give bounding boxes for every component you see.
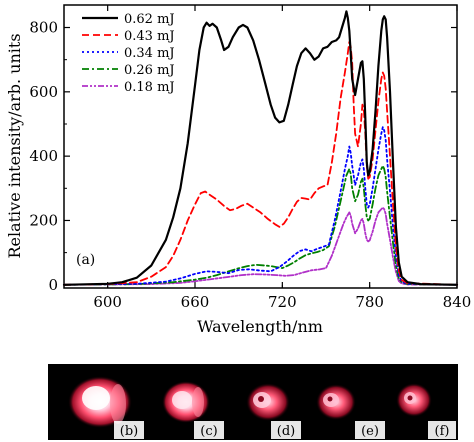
x-tick-labels: 600 660 720 780 840 xyxy=(93,293,471,311)
inset-label-box-b xyxy=(114,421,144,439)
legend-label: 0.18 mJ xyxy=(124,80,175,95)
inset-label-box-f xyxy=(428,421,456,439)
y-tick-label: 800 xyxy=(29,19,58,37)
y-tick-label: 400 xyxy=(29,147,58,165)
panel-label-a: (a) xyxy=(76,252,95,268)
series-line xyxy=(62,10,459,286)
x-tick-label: 780 xyxy=(355,293,384,311)
y-tick-label: 600 xyxy=(29,83,58,101)
x-axis-title: Wavelength/nm xyxy=(197,317,323,336)
inset-label-box-d xyxy=(271,421,301,439)
beam-spot-d xyxy=(246,383,290,421)
y-tick-label: 200 xyxy=(29,211,58,229)
inset-label-box-c xyxy=(194,421,224,439)
x-tick-label: 720 xyxy=(268,293,297,311)
legend-label: 0.62 mJ xyxy=(124,12,175,27)
plot-frame xyxy=(63,4,458,289)
inset-label-b: (b) xyxy=(120,424,138,439)
inset-label-e: (e) xyxy=(361,424,379,439)
series-layer xyxy=(62,10,459,286)
x-tick-label: 600 xyxy=(93,293,122,311)
x-tick-label: 660 xyxy=(181,293,210,311)
beam-profile-strip: (b) (c) (d) (e) (f) xyxy=(48,364,458,440)
axis-ticks xyxy=(64,5,458,288)
series-line xyxy=(63,126,458,286)
plot-area: 0.62 mJ 0.43 mJ 0.34 mJ 0.26 mJ 0.18 mJ (a) xyxy=(62,4,459,289)
series-line xyxy=(63,41,458,286)
legend: 0.62 mJ 0.43 mJ 0.34 mJ 0.26 mJ 0.18 mJ xyxy=(82,12,175,95)
beam-spot-e xyxy=(316,384,356,420)
x-tick-label: 840 xyxy=(443,293,472,311)
series-line xyxy=(63,206,458,286)
y-tick-labels: 0 200 400 600 800 xyxy=(29,19,58,294)
series-line xyxy=(63,164,458,286)
inset-label-c: (c) xyxy=(200,424,217,439)
beam-spot-b xyxy=(68,376,132,428)
legend-label: 0.43 mJ xyxy=(124,29,175,44)
inset-label-f: (f) xyxy=(435,424,450,439)
beam-spot-c xyxy=(162,381,210,423)
beam-spot-f xyxy=(396,383,432,417)
inset-label-box-e xyxy=(355,421,385,439)
y-tick-label: 0 xyxy=(48,276,58,294)
legend-label: 0.26 mJ xyxy=(124,63,175,78)
inset-label-d: (d) xyxy=(277,424,295,439)
legend-label: 0.34 mJ xyxy=(124,46,175,61)
y-axis-title: Relative intensity/arb. units xyxy=(5,33,24,258)
